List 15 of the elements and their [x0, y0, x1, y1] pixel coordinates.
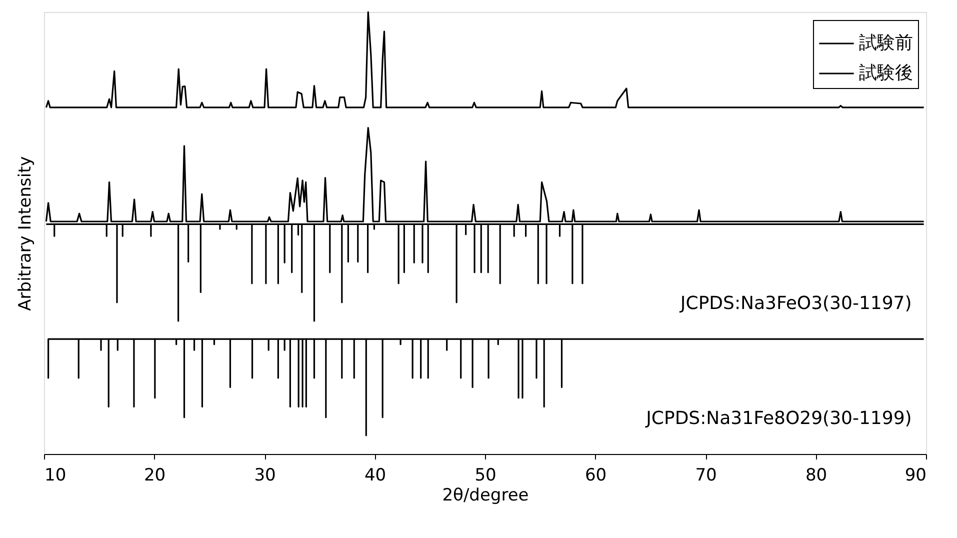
x-tick-label: 40 [364, 466, 386, 486]
x-axis-title: 2θ/degree [442, 486, 529, 506]
x-tick-label: 30 [254, 466, 276, 486]
y-axis-title: Arbitrary Intensity [16, 156, 36, 311]
x-tick-label: 70 [695, 466, 717, 486]
legend-label: 試験後 [859, 62, 913, 84]
x-tick-label: 10 [44, 466, 66, 486]
x-tick-label: 20 [144, 466, 166, 486]
annotation: JCPDS:Na31Fe8O29(30-1199) [645, 408, 912, 430]
annotation: JCPDS:Na3FeO3(30-1197) [679, 293, 912, 314]
legend-label: 試験前 [859, 32, 913, 54]
x-tick-label: 60 [584, 466, 607, 486]
x-tick-label: 80 [805, 466, 828, 486]
x-tick-label: 90 [904, 466, 926, 486]
x-tick-label: 50 [474, 466, 496, 486]
